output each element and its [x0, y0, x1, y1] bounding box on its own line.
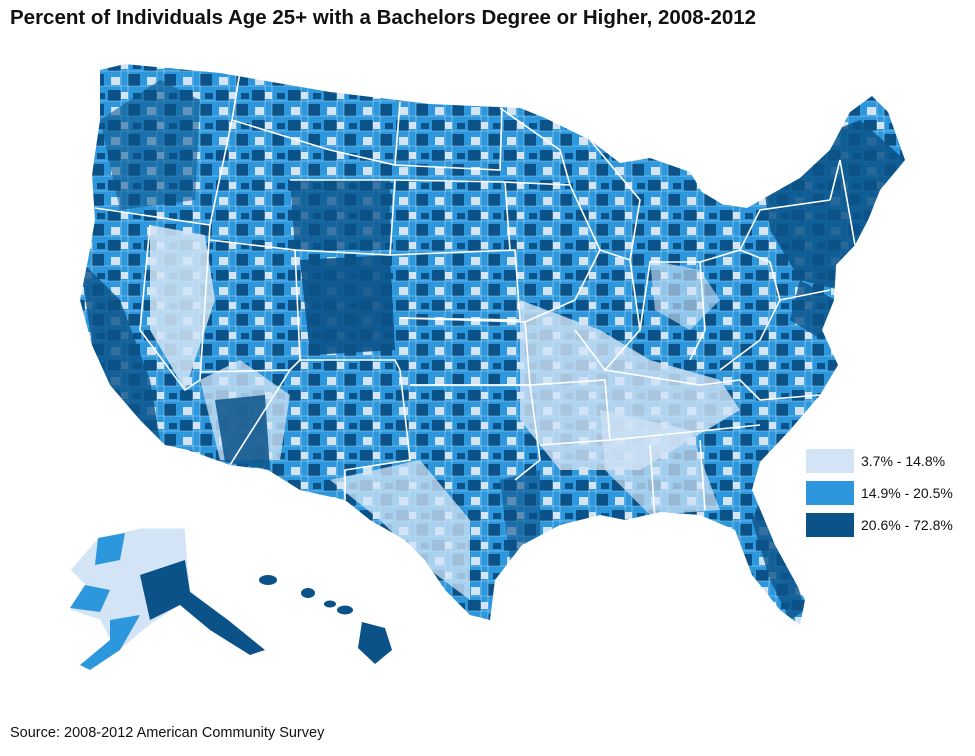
state-boundaries: [94, 71, 856, 521]
legend-label-high: 20.6% - 72.8%: [861, 517, 953, 533]
alaska: [69, 527, 267, 671]
legend-swatch-high: [806, 513, 854, 537]
map-title: Percent of Individuals Age 25+ with a Ba…: [10, 6, 757, 29]
legend-label-mid: 14.9% - 20.5%: [861, 485, 953, 501]
source-note: Source: 2008-2012 American Community Sur…: [10, 725, 325, 741]
map-legend: 3.7% - 14.8% 14.9% - 20.5% 20.6% - 72.8%: [806, 449, 953, 545]
legend-item-mid: 14.9% - 20.5%: [806, 481, 953, 505]
contiguous-us: [80, 64, 905, 625]
hawaii: [259, 575, 392, 664]
legend-label-low: 3.7% - 14.8%: [861, 453, 946, 469]
legend-swatch-mid: [806, 481, 854, 505]
legend-item-low: 3.7% - 14.8%: [806, 449, 953, 473]
legend-swatch-low: [806, 449, 854, 473]
legend-item-high: 20.6% - 72.8%: [806, 513, 953, 537]
